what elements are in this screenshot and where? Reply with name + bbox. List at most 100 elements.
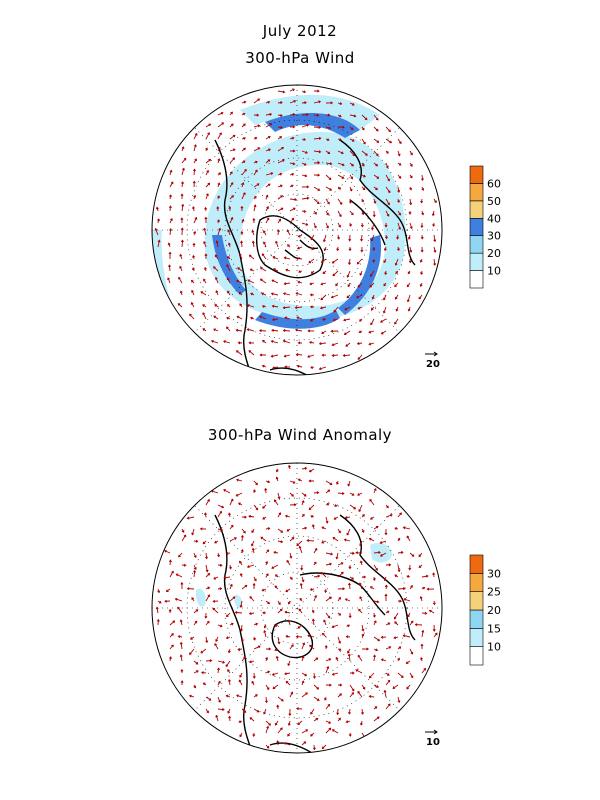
wind-vector-arrow (349, 150, 356, 157)
wind-vector-arrow (215, 290, 219, 296)
wind-vector-arrow (409, 174, 413, 179)
wind-vector-arrow (373, 150, 379, 157)
wind-vector-arrow (250, 316, 255, 320)
wind-vector-arrow (217, 122, 225, 128)
wind-vector-arrow (214, 254, 219, 260)
wind-vector-arrow (265, 194, 269, 200)
wind-vector-arrow (373, 636, 381, 642)
wind-vector-arrow (253, 195, 257, 200)
wind-vector-arrow (177, 635, 183, 639)
wind-vector-arrow (262, 504, 267, 509)
wind-vector-arrow (361, 633, 365, 638)
wind-vector-arrow (313, 222, 317, 229)
wind-vector-arrow (349, 126, 354, 131)
wind-vector-arrow (301, 680, 305, 686)
wind-vector-arrow (289, 125, 296, 129)
wind-vector-arrow (397, 657, 401, 662)
wind-vector-arrow (371, 294, 375, 300)
wind-vector-arrow (335, 552, 339, 560)
wind-vector-arrow (178, 276, 183, 284)
wind-vector-arrow (311, 246, 315, 251)
wind-vector-arrow (260, 536, 267, 542)
wind-vector-arrow (289, 162, 296, 166)
wind-vector-arrow (397, 537, 401, 542)
wind-vector-arrow (301, 500, 305, 506)
wind-vector-arrow (217, 111, 224, 116)
wind-vector-arrow (384, 593, 388, 602)
wind-vector-arrow (409, 246, 413, 253)
wind-vector-arrow (259, 315, 267, 320)
wind-vector-arrow (298, 270, 303, 274)
wind-vector-arrow (288, 464, 291, 470)
wind-vector-arrow (258, 329, 267, 333)
wind-vector-arrow (368, 330, 375, 334)
wind-vector-arrow (251, 547, 255, 554)
wind-vector-arrow (205, 498, 210, 506)
wind-vector-arrow (192, 168, 196, 176)
wind-vector-arrow (301, 209, 307, 213)
wind-vector-arrow (347, 258, 351, 266)
wind-vector-arrow (418, 552, 423, 558)
wind-vector-arrow (433, 198, 437, 204)
wind-vector-arrow (325, 516, 329, 524)
wind-vector-arrow (385, 126, 391, 133)
wind-vector-arrow (205, 586, 211, 590)
wind-vector-arrow (418, 294, 423, 300)
wind-vector-arrow (309, 644, 315, 650)
wind-vector-arrow (180, 217, 184, 224)
wind-vector-arrow (229, 111, 233, 116)
wind-vector-arrow (325, 113, 331, 117)
wind-vector-arrow (301, 138, 307, 141)
wind-vector-arrow (301, 101, 307, 105)
wind-vector-arrow (383, 258, 387, 264)
wind-vector-arrow (308, 504, 315, 511)
wind-vector-arrow (349, 691, 355, 698)
wind-vector-arrow (373, 198, 377, 204)
wind-vector-arrow (227, 304, 231, 308)
wind-vector-arrow (248, 350, 255, 356)
wind-vector-arrow (337, 648, 342, 651)
wind-vector-arrow (369, 282, 375, 288)
wind-vector-arrow (409, 648, 414, 655)
wind-vector-arrow (239, 560, 243, 566)
wind-vector-arrow (265, 573, 269, 578)
wind-vector-arrow (349, 222, 352, 227)
wind-vector-arrow (240, 240, 244, 248)
wind-vector-arrow (325, 150, 331, 155)
wind-vector-arrow (335, 656, 339, 662)
wind-vector-arrow (313, 594, 318, 602)
wind-vector-arrow (301, 90, 307, 94)
wind-vector-arrow (325, 683, 332, 687)
wind-vector-arrow (359, 720, 363, 726)
panel-title-anomaly: 300-hPa Wind Anomaly (207, 426, 393, 444)
colorbar-tick-label: 15 (487, 622, 501, 635)
wind-vector-arrow (385, 679, 391, 686)
wind-vector-arrow (421, 667, 427, 674)
wind-vector-arrow (373, 564, 378, 571)
wind-vector-arrow (241, 168, 247, 176)
wind-vector-arrow (193, 660, 199, 665)
wind-vector-arrow (202, 540, 207, 545)
wind-vector-arrow (421, 574, 429, 578)
wind-vector-arrow (270, 292, 279, 296)
wind-vector-arrow (361, 198, 365, 203)
wind-vector-arrow (240, 205, 244, 212)
wind-vector-arrow (313, 186, 321, 191)
wind-vector-arrow (373, 600, 380, 604)
wind-vector-arrow (241, 218, 245, 224)
wind-vector-arrow (313, 198, 320, 205)
wind-vector-arrow (289, 536, 295, 542)
wind-vector-arrow (241, 528, 246, 534)
wind-vector-arrow (357, 690, 363, 698)
wind-vector-arrow (368, 672, 375, 679)
wind-vector-arrow (319, 306, 327, 310)
wind-vector-arrow (337, 114, 342, 118)
wind-vector-arrow (313, 574, 321, 578)
wind-vector-arrow (202, 328, 207, 332)
wind-vector-arrow (397, 150, 401, 157)
wind-vector-arrow (385, 150, 389, 154)
wind-vector-arrow (169, 217, 173, 224)
wind-vector-arrow (337, 612, 342, 616)
wind-vector-arrow (321, 526, 327, 530)
jet-core-east (338, 235, 382, 315)
